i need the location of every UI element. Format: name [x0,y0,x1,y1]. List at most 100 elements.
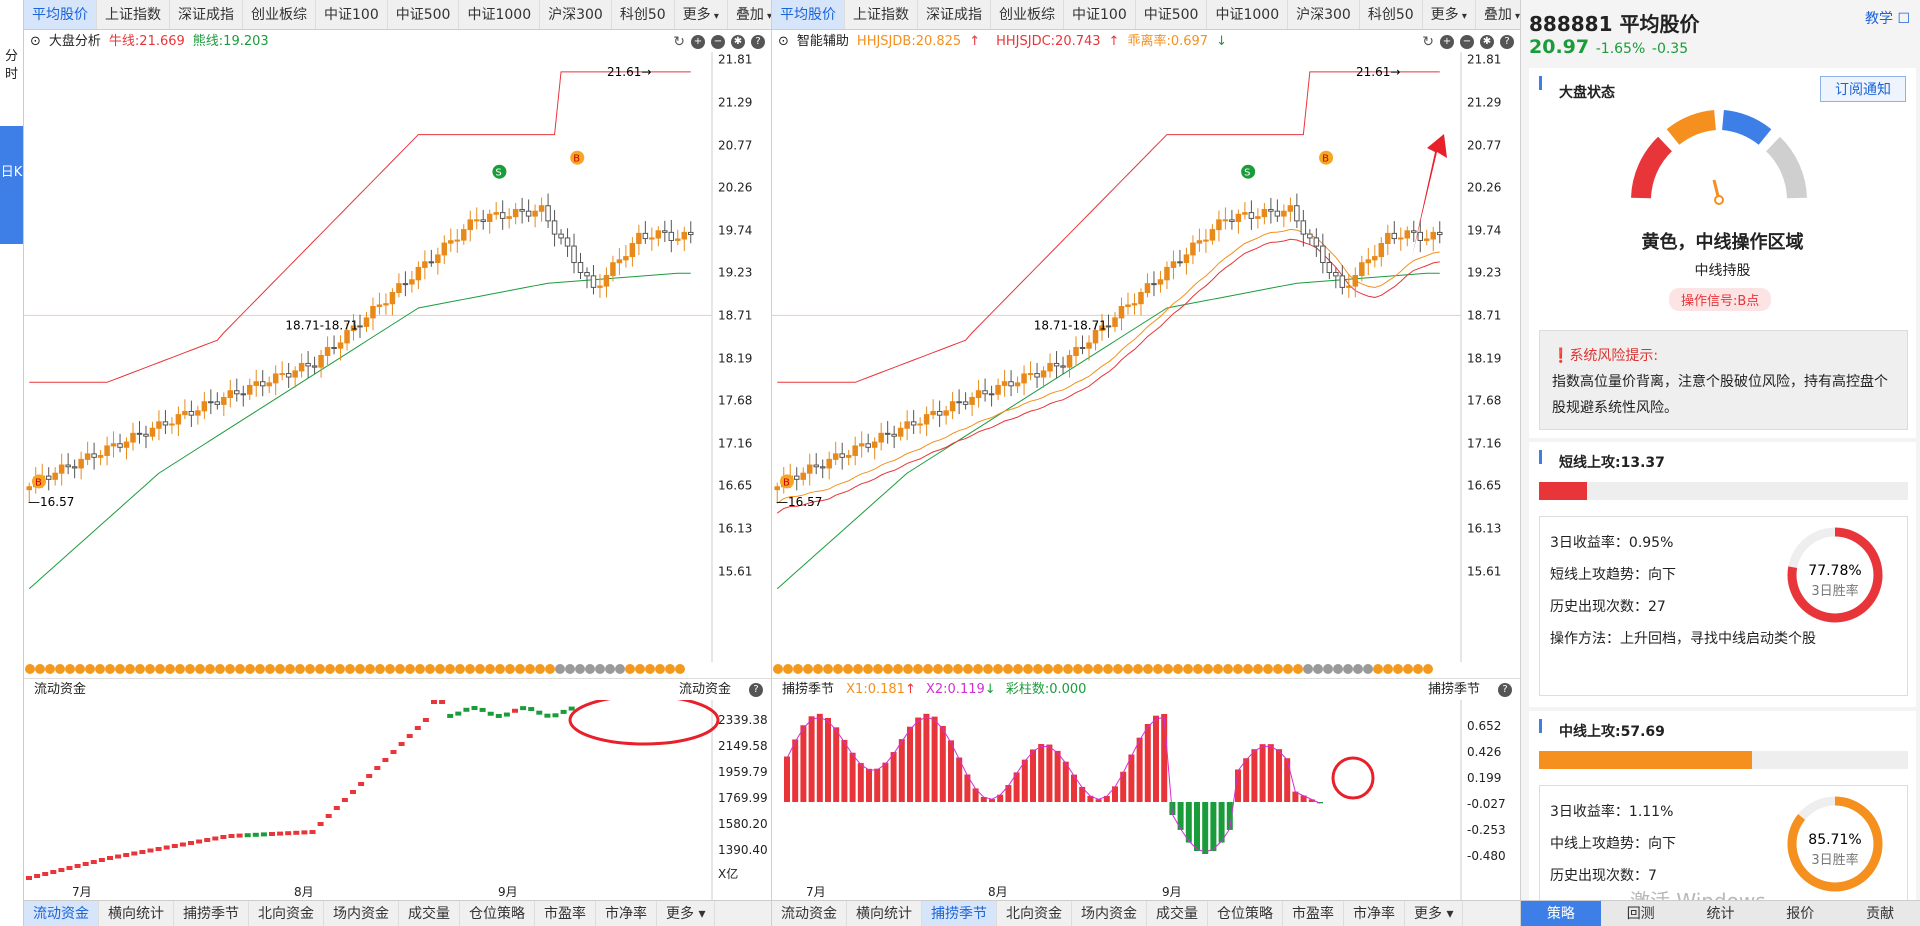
candle-body [182,410,188,416]
tab-4[interactable]: 场内资金 [1072,901,1147,926]
tab-7[interactable]: 沪深300 [1288,0,1360,29]
subscribe-button[interactable]: 订阅通知 [1820,76,1906,102]
sub-help-icon[interactable]: ? [749,683,763,697]
season-bar [833,727,840,802]
tab-6[interactable]: 仓位策略 [460,901,535,926]
tab-3[interactable]: 北向资金 [249,901,324,926]
signal-dot [55,664,65,674]
tab-1[interactable]: 横向统计 [847,901,922,926]
candle-body [774,486,780,491]
tab-6[interactable]: 仓位策略 [1208,901,1283,926]
tab-7[interactable]: 市盈率 [535,901,596,926]
tab-2[interactable]: 捕捞季节 [174,901,249,926]
candle-body [1196,240,1203,244]
tab-1[interactable]: 上证指数 [845,0,918,29]
tab-0[interactable]: 策略 [1521,901,1601,926]
y-tick-label: 20.77 [1467,138,1501,152]
info-title[interactable]: 智能辅助 [796,34,849,49]
refresh-icon[interactable]: ↻ [673,34,685,50]
zoom-in-icon[interactable]: + [691,35,705,49]
signal-dot [1043,664,1053,674]
candle-body [298,362,305,372]
tab-8[interactable]: 科创50 [612,0,675,29]
signal-dot [1263,664,1273,674]
dropdown-icon[interactable]: ⊙ [778,34,789,49]
tab-7[interactable]: 沪深300 [540,0,612,29]
tab-daily-k[interactable]: 日K [0,126,23,244]
tab-5[interactable]: 中证500 [1136,0,1208,29]
candle-body [1391,232,1398,240]
tab-2[interactable]: 统计 [1706,906,1735,922]
season-bar [1243,758,1250,802]
section-marker [1539,76,1542,90]
signal-dot [345,664,355,674]
tab-6[interactable]: 中证1000 [1207,0,1289,29]
tab-2[interactable]: 深证成指 [918,0,991,29]
tab-0[interactable]: 流动资金 [24,901,99,926]
tab-3[interactable]: 报价 [1786,906,1815,922]
settings-icon[interactable]: ✱ [731,35,745,49]
season-bar [1276,749,1282,802]
tab-2[interactable]: 捕捞季节 [922,901,997,926]
tab-5[interactable]: 成交量 [399,901,460,926]
tab-6[interactable]: 中证1000 [459,0,541,29]
flow-mark [341,798,348,802]
tab-7[interactable]: 市盈率 [1283,901,1344,926]
candlestick-chart[interactable]: 21.81 21.29 20.77 20.26 19.74 19.23 18.71 18.19… [772,52,1521,662]
season-bar [1251,749,1258,802]
dropdown-icon[interactable]: ⊙ [30,34,41,49]
tab-10[interactable]: 叠加 ▾ [728,0,771,29]
mid-win-value: 85.71% [1808,832,1861,848]
tab-5[interactable]: 成交量 [1147,901,1208,926]
tab-8[interactable]: 市净率 [1344,901,1405,926]
candle-body [208,401,214,404]
tab-0[interactable]: 平均股价 [24,0,97,29]
zoom-out-icon[interactable]: − [1460,35,1474,49]
sub-y-tick: -0.253 [1467,823,1506,837]
info-title[interactable]: 大盘分析 [48,34,101,49]
tab-3[interactable]: 创业板综 [243,0,316,29]
tab-8[interactable]: 市净率 [596,901,657,926]
candlestick-chart[interactable]: 21.81 21.29 20.77 20.26 19.74 19.23 18.71 18.19… [24,52,772,662]
down-arrow-icon: ↓ [984,682,996,697]
tab-3[interactable]: 创业板综 [991,0,1064,29]
teach-link[interactable]: 教学 ☐ [1865,8,1910,28]
candle-body [285,373,292,378]
tab-1[interactable]: 回测 [1626,906,1655,922]
tab-fenshi[interactable]: 分时 [4,49,18,82]
zoom-out-icon[interactable]: − [711,35,725,49]
fishing-season-chart[interactable]: 0.652 0.426 0.199 -0.027 -0.253 -0.480 7月 8月 9月 [772,700,1521,900]
help-icon[interactable]: ? [751,35,765,49]
tab-9[interactable]: 更多 ▾ [657,901,716,926]
signal-dot [1223,664,1233,674]
tab-2[interactable]: 深证成指 [170,0,243,29]
refresh-icon[interactable]: ↻ [1422,34,1434,50]
candle-body [409,279,415,285]
help-icon[interactable]: ? [1500,35,1514,49]
wind-rate-text: 乖离率:0.697 [1127,34,1209,49]
tab-8[interactable]: 科创50 [1360,0,1423,29]
tab-4[interactable]: 贡献 [1866,906,1895,922]
sub-help-icon[interactable]: ? [1498,683,1512,697]
tab-0[interactable]: 流动资金 [772,901,847,926]
zoom-in-icon[interactable]: + [1440,35,1454,49]
tab-4[interactable]: 中证100 [1064,0,1136,29]
settings-icon[interactable]: ✱ [1480,35,1494,49]
fund-flow-chart[interactable]: 2339.38 2149.58 1959.79 1769.99 1580.20 1390.… [24,700,772,900]
tab-9[interactable]: 更多 ▾ [1423,0,1476,29]
tab-4[interactable]: 中证100 [316,0,388,29]
short-return: 3日收益率：0.95% [1550,535,1674,551]
tab-5[interactable]: 中证500 [388,0,460,29]
signal-dot [773,664,783,674]
signal-dot [195,664,205,674]
tab-3[interactable]: 北向资金 [997,901,1072,926]
tab-10[interactable]: 叠加 ▾ [1476,0,1520,29]
y-tick-label: 20.77 [718,138,752,152]
tab-4[interactable]: 场内资金 [324,901,399,926]
tab-1[interactable]: 上证指数 [97,0,170,29]
tab-9[interactable]: 更多 ▾ [1405,901,1464,926]
tab-0[interactable]: 平均股价 [772,0,845,29]
risk-title: ❗系统风险提示: [1552,343,1895,369]
tab-1[interactable]: 横向统计 [99,901,174,926]
tab-9[interactable]: 更多 ▾ [675,0,728,29]
